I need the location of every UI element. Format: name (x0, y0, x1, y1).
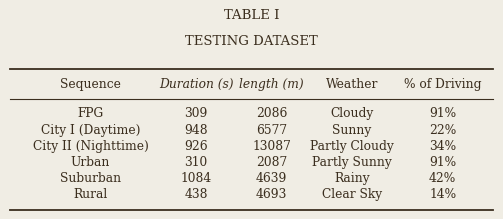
Text: Rainy: Rainy (334, 172, 370, 185)
Text: Weather: Weather (326, 78, 378, 91)
Text: 4693: 4693 (256, 188, 287, 201)
Text: Partly Sunny: Partly Sunny (312, 156, 392, 169)
Text: FPG: FPG (77, 107, 104, 120)
Text: 34%: 34% (429, 140, 456, 153)
Text: 13087: 13087 (252, 140, 291, 153)
Text: 22%: 22% (429, 124, 456, 137)
Text: 310: 310 (185, 156, 208, 169)
Text: 948: 948 (185, 124, 208, 137)
Text: City I (Daytime): City I (Daytime) (41, 124, 140, 137)
Text: 42%: 42% (429, 172, 456, 185)
Text: length (m): length (m) (239, 78, 304, 91)
Text: City II (Nighttime): City II (Nighttime) (33, 140, 148, 153)
Text: 6577: 6577 (256, 124, 287, 137)
Text: 4639: 4639 (256, 172, 287, 185)
Text: 2086: 2086 (256, 107, 287, 120)
Text: Sunny: Sunny (332, 124, 372, 137)
Text: Urban: Urban (71, 156, 110, 169)
Text: 926: 926 (185, 140, 208, 153)
Text: 91%: 91% (429, 107, 456, 120)
Text: TABLE I: TABLE I (224, 9, 279, 22)
Text: Partly Cloudy: Partly Cloudy (310, 140, 394, 153)
Text: % of Driving: % of Driving (404, 78, 481, 91)
Text: Clear Sky: Clear Sky (322, 188, 382, 201)
Text: 2087: 2087 (256, 156, 287, 169)
Text: 14%: 14% (429, 188, 456, 201)
Text: 309: 309 (185, 107, 208, 120)
Text: 91%: 91% (429, 156, 456, 169)
Text: 1084: 1084 (181, 172, 212, 185)
Text: Rural: Rural (73, 188, 108, 201)
Text: TESTING DATASET: TESTING DATASET (185, 35, 318, 48)
Text: Cloudy: Cloudy (330, 107, 374, 120)
Text: Sequence: Sequence (60, 78, 121, 91)
Text: 438: 438 (185, 188, 208, 201)
Text: Suburban: Suburban (60, 172, 121, 185)
Text: Duration (s): Duration (s) (159, 78, 233, 91)
